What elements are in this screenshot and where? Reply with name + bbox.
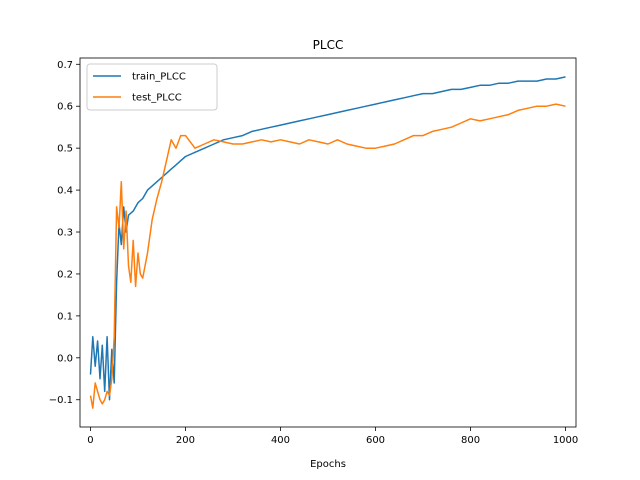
y-tick-label: 0.2: [57, 269, 73, 280]
legend-label-test_PLCC: test_PLCC: [132, 93, 182, 104]
x-tick-label: 200: [176, 435, 195, 446]
x-axis: 0 200 400 600 800 1000: [87, 427, 578, 446]
x-tick-label: 800: [461, 435, 480, 446]
x-tick-label: 600: [366, 435, 385, 446]
chart-title: PLCC: [313, 38, 344, 52]
series-line-test_PLCC: [89, 103, 566, 409]
legend: train_PLCC test_PLCC: [86, 63, 218, 111]
y-axis: −0.1 0.0 0.1 0.2 0.3 0.4 0.5 0.6 0.7: [49, 60, 80, 406]
series-group: [89, 76, 566, 409]
x-tick-label: 1000: [553, 435, 578, 446]
x-tick-label: 0: [87, 435, 93, 446]
x-tick-label: 400: [271, 435, 290, 446]
y-tick-label: 0.5: [57, 144, 73, 155]
legend-label-train_PLCC: train_PLCC: [132, 72, 186, 83]
plot-frame: [79, 57, 577, 428]
x-axis-label: Epochs: [310, 459, 346, 470]
y-tick-label: 0.1: [57, 311, 73, 322]
y-tick-label: 0.3: [57, 228, 73, 239]
y-tick-label: −0.1: [49, 395, 73, 406]
plot-area: [79, 57, 577, 428]
y-tick-label: 0.4: [57, 186, 73, 197]
series-line-train_PLCC: [89, 76, 566, 401]
y-tick-label: 0.0: [57, 353, 73, 364]
y-tick-label: 0.6: [57, 102, 73, 113]
y-tick-label: 0.7: [57, 60, 73, 71]
